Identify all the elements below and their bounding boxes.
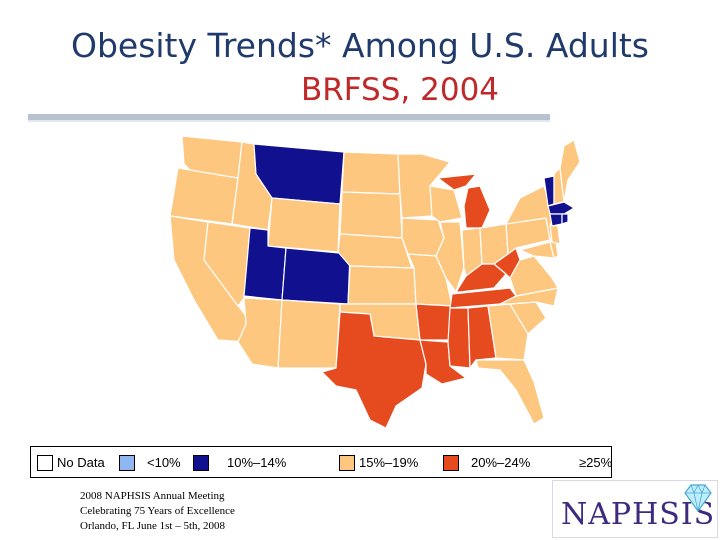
state-mississippi [447,307,471,369]
state-iowa [401,217,445,257]
us-obesity-map [169,135,580,428]
legend-swatch [443,454,459,471]
legend-label: No Data [57,455,105,470]
legend-swatch [119,454,135,471]
state-kansas [347,265,417,305]
state-texas [321,311,427,428]
legend-item-lt10: <10% [119,454,181,471]
state-alabama [467,305,497,369]
legend-item-20-24: 20%–24% [443,454,530,471]
naphsis-logo: NAPHSIS [552,480,718,538]
state-arkansas [415,303,453,341]
legend-label: 15%–19% [359,455,419,470]
state-new-mexico [277,299,341,369]
legend-label: 10%–14% [227,455,287,470]
state-north-dakota [341,151,401,195]
state-colorado [281,247,351,305]
legend-swatch [551,454,567,471]
state-south-dakota [339,191,403,239]
state-connecticut [549,213,563,227]
footer-line-1: 2008 NAPHSIS Annual Meeting [80,490,225,502]
state-arizona [237,297,283,369]
state-virginia [509,255,559,297]
state-wisconsin [429,185,463,223]
legend-item-ge25: ≥25% [551,454,612,471]
state-illinois [435,221,465,293]
title-divider [28,114,550,122]
legend-item-10-14: 10%–14% [193,454,286,471]
diamond-icon [684,484,712,513]
footer-line-2: Celebrating 75 Years of Excellence [80,505,235,517]
legend-label: ≥25% [579,455,613,470]
state-nebraska [337,233,413,269]
legend-label: <10% [147,455,181,470]
footer-line-3: Orlando, FL June 1st – 5th, 2008 [80,520,226,532]
logo-text: NAPHSIS [561,497,716,532]
legend-swatch [339,454,355,471]
state-maine [559,139,580,203]
state-florida [475,359,545,425]
legend-item-15-19: 15%–19% [339,454,418,471]
state-oregon [169,167,239,225]
conference-footer: 2008 NAPHSIS Annual Meeting Celebrating … [80,489,235,534]
state-massachusetts [547,201,575,215]
state-new-jersey [549,223,561,245]
legend-item-no-data: No Data [37,454,105,471]
map-legend: No Data <10% 10%–14% 15%–19% 20%–24% ≥25… [30,446,612,478]
state-rhode-island [561,213,569,225]
slide-title: Obesity Trends* Among U.S. Adults [70,26,650,65]
legend-swatch [37,454,53,471]
state-wyoming [267,197,341,253]
legend-label: 20%–24% [471,455,531,470]
state-nevada [203,221,251,307]
slide-subtitle: BRFSS, 2004 [300,72,500,108]
legend-swatch [193,454,209,471]
